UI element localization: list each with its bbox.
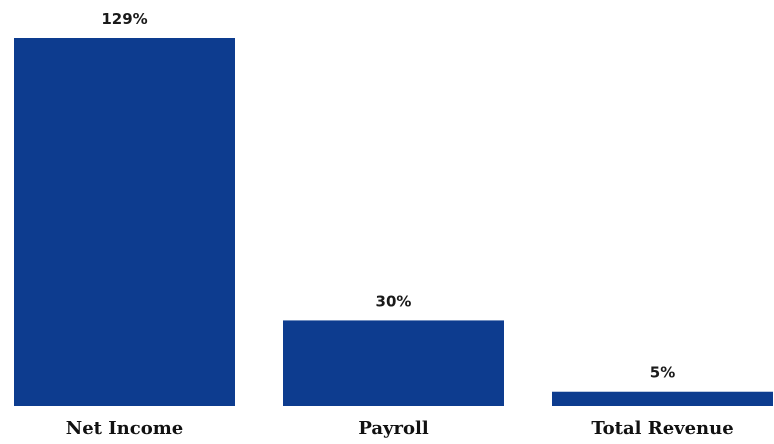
bar-net-income xyxy=(14,38,235,406)
bar-payroll xyxy=(283,320,504,406)
bars-group xyxy=(14,38,773,406)
category-label-total-revenue: Total Revenue xyxy=(591,418,733,439)
category-label-payroll: Payroll xyxy=(358,418,429,439)
category-labels-group: Net Income Payroll Total Revenue xyxy=(66,418,734,439)
bar-total-revenue xyxy=(552,391,773,406)
value-labels-group: 129% 30% 5% xyxy=(101,10,675,382)
category-label-net-income: Net Income xyxy=(66,418,183,439)
value-label-payroll: 30% xyxy=(376,292,412,310)
value-label-total-revenue: 5% xyxy=(650,364,675,382)
value-label-net-income: 129% xyxy=(101,10,147,28)
